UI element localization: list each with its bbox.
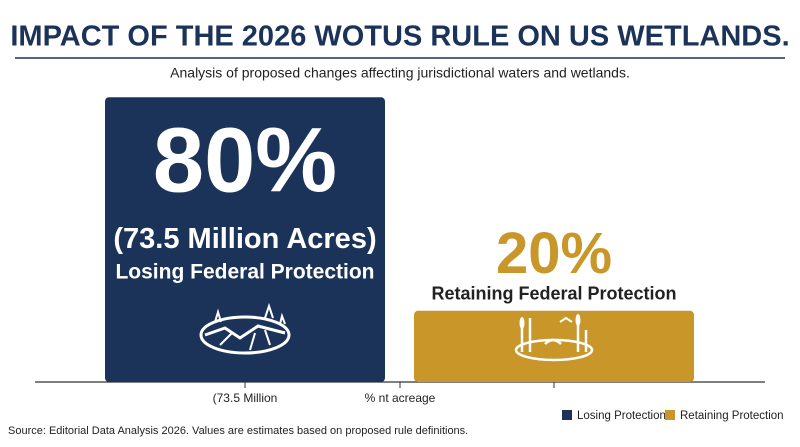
- x-axis-label: % nt acreage: [365, 391, 436, 405]
- source-note: Source: Editorial Data Analysis 2026. Va…: [8, 425, 468, 437]
- chart-subtitle: Analysis of proposed changes affecting j…: [170, 65, 630, 81]
- bar-annotation: Losing Federal Protection: [115, 261, 374, 284]
- bars: [105, 97, 694, 382]
- legend-swatch: [562, 410, 572, 420]
- legend-swatch: [665, 410, 675, 420]
- value-label: 80%: [153, 109, 337, 211]
- chart-title: IMPACT OF THE 2026 WOTUS RULE ON US WETL…: [10, 21, 789, 53]
- value-label: 20%: [496, 221, 612, 286]
- legend-label: Losing Protection: [577, 410, 666, 422]
- bar: [105, 97, 385, 382]
- wetland-icon: [514, 314, 594, 362]
- cracked-earth-icon: [199, 302, 291, 355]
- bar-annotation: (73.5 Million Acres): [113, 223, 376, 255]
- legend: Losing Protection Retaining Protection: [562, 410, 784, 422]
- x-axis-label: (73.5 Million: [213, 391, 278, 405]
- bar: [414, 310, 694, 382]
- icons: [199, 302, 594, 362]
- bar-annotation: Retaining Federal Protection: [431, 284, 676, 304]
- legend-label: Retaining Protection: [680, 410, 784, 422]
